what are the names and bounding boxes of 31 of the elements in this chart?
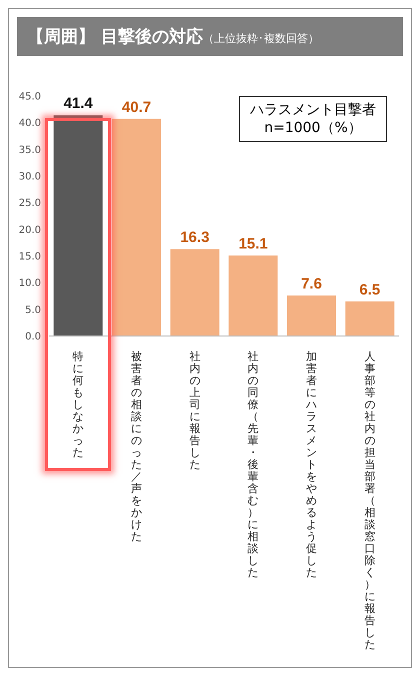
data-label: 16.3 bbox=[180, 229, 210, 246]
y-tick-label: 5.0 bbox=[25, 304, 41, 316]
y-tick-label: 25.0 bbox=[18, 198, 41, 210]
y-tick-label: 35.0 bbox=[18, 144, 41, 156]
chart-subtitle: （上位抜粋･複数回答） bbox=[202, 32, 319, 45]
chart-title: 【周囲】 目撃後の対応 bbox=[27, 27, 203, 47]
bar bbox=[170, 249, 220, 336]
category-label: 人事部等の社内の担当部署（相談窓口除く）に報告した bbox=[364, 350, 376, 651]
category-label: 被害者の相談にのった／声をかけた bbox=[131, 350, 142, 543]
y-tick-label: 10.0 bbox=[18, 278, 41, 290]
y-tick-label: 40.0 bbox=[18, 118, 41, 130]
category-label: 特に何もしなかった bbox=[72, 350, 84, 459]
data-label: 7.6 bbox=[301, 275, 322, 292]
category-label: 加害者にハラスメントをやめるよう促した bbox=[306, 350, 317, 579]
bar bbox=[287, 295, 336, 336]
annotation: ハラスメント目撃者 n=1000（%） bbox=[239, 96, 387, 142]
bar bbox=[112, 118, 161, 336]
bar bbox=[54, 115, 103, 336]
y-tick-label: 20.0 bbox=[18, 224, 41, 236]
data-label: 40.7 bbox=[122, 98, 152, 116]
bar bbox=[345, 301, 394, 336]
data-label: 15.1 bbox=[238, 235, 268, 252]
y-tick-label: 45.0 bbox=[18, 92, 41, 103]
category-label: 社内の同僚（先輩・後輩含む）に相談した bbox=[248, 350, 259, 579]
bar bbox=[228, 255, 278, 336]
data-label: 6.5 bbox=[359, 281, 380, 298]
y-tick-label: 30.0 bbox=[18, 172, 41, 183]
data-label: 41.4 bbox=[64, 95, 94, 112]
category-label: 社内の上司に報告した bbox=[189, 350, 200, 471]
y-tick-label: 0.0 bbox=[25, 332, 41, 343]
y-tick-label: 15.0 bbox=[18, 252, 41, 263]
